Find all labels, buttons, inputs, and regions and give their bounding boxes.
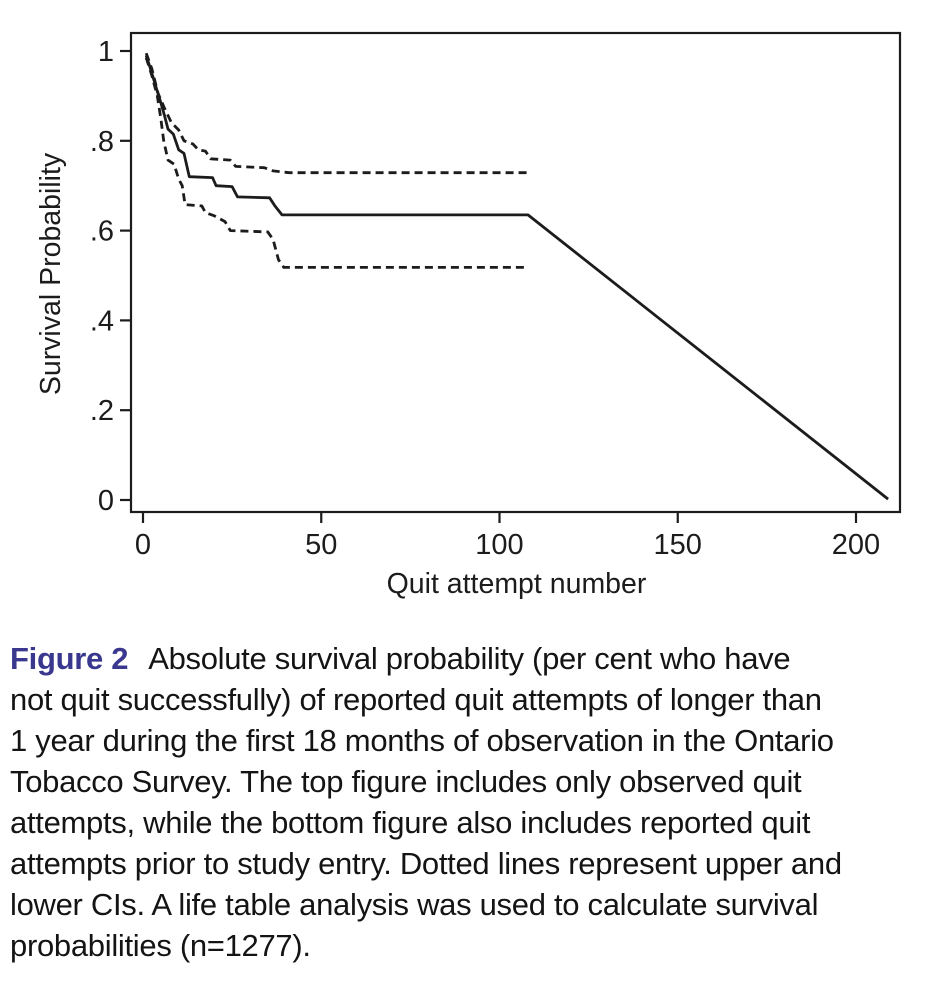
y-tick-label: 0 <box>98 485 114 517</box>
upper-ci-curve <box>144 52 528 175</box>
figure-caption-line: lower CIs. A life table analysis was use… <box>10 887 819 922</box>
y-tick-label: .6 <box>90 216 114 248</box>
y-tick-label: .4 <box>90 305 114 337</box>
figure-caption-line: 1 year during the first 18 months of obs… <box>10 723 834 758</box>
y-tick-label: .2 <box>90 395 114 427</box>
lower-ci-curve <box>144 57 528 269</box>
survival-chart: 0 .2 .4 .6 .8 1 0 50 100 150 200 Quit attempt numbe… <box>35 31 902 600</box>
x-axis-label: Quit attempt number <box>387 568 647 600</box>
figure-caption-line: probabilities (n=1277). <box>10 928 311 963</box>
x-tick-label: 50 <box>305 529 337 561</box>
figure-caption-line: Tobacco Survey. The top figure includes … <box>10 764 802 799</box>
y-tick-label: 1 <box>98 36 114 68</box>
figure-caption-line: attempts prior to study entry. Dotted li… <box>10 846 842 881</box>
figure-caption: Figure 2 Absolute survival probability (p… <box>0 614 948 966</box>
figure-caption-label: Figure 2 <box>10 641 129 676</box>
figure-caption-line: not quit successfully) of reported quit … <box>10 682 822 717</box>
plot-border <box>129 31 902 514</box>
x-tick-label: 0 <box>135 529 151 561</box>
y-tick-label: .8 <box>90 126 114 158</box>
y-axis-label: Survival Probability <box>35 152 67 395</box>
figure-caption-line: attempts, while the bottom figure also i… <box>10 805 811 840</box>
figure-caption-line: Absolute survival probability (per cent … <box>148 641 791 676</box>
x-tick-label: 150 <box>654 529 702 561</box>
x-tick-label: 100 <box>475 529 523 561</box>
x-tick-label: 200 <box>832 529 880 561</box>
survival-curve <box>144 55 889 501</box>
